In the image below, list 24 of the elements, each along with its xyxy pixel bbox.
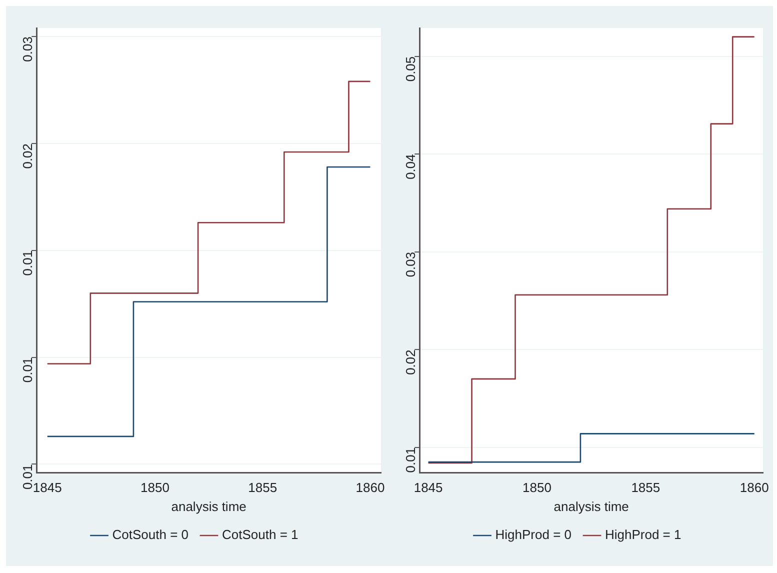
legend-label: CotSouth = 1 [222, 527, 298, 542]
x-tick-label: 1860 [356, 480, 385, 496]
x-tick-label: 1850 [140, 480, 170, 496]
x-tick-label: 1850 [522, 480, 552, 496]
y-tick-label: 0.01 [403, 447, 418, 473]
y-tick-label: 0.05 [403, 56, 418, 82]
legend-label: HighProd = 1 [605, 527, 682, 542]
y-tick-label: 0.04 [403, 154, 418, 180]
x-tick-label: 1855 [631, 480, 660, 496]
y-tick-label: 0.01 [20, 357, 36, 383]
y-tick-label: 0.03 [403, 252, 418, 278]
legend-label: HighProd = 0 [495, 527, 572, 542]
x-axis-title: analysis time [554, 498, 629, 514]
y-tick-label: 0.02 [403, 350, 418, 375]
x-tick-label: 1845 [414, 480, 443, 496]
y-tick-label: 0.03 [20, 36, 36, 62]
y-tick-label: 0.01 [20, 250, 36, 276]
x-tick-label: 1855 [248, 480, 278, 496]
y-tick-label: 0.02 [20, 143, 36, 169]
x-tick-label: 1845 [32, 480, 62, 496]
x-tick-label: 1860 [740, 480, 769, 496]
y-tick-label: 0.01 [20, 464, 36, 490]
x-axis-title: analysis time [171, 498, 246, 514]
legend-label: CotSouth = 0 [112, 527, 188, 542]
